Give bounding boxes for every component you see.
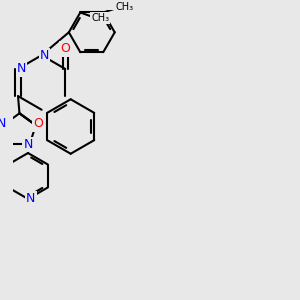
Text: N: N bbox=[26, 192, 35, 206]
Text: O: O bbox=[60, 42, 70, 55]
Text: N: N bbox=[17, 62, 26, 75]
Text: N: N bbox=[40, 49, 49, 62]
Text: N: N bbox=[23, 138, 33, 151]
Text: O: O bbox=[33, 117, 43, 130]
Text: CH₃: CH₃ bbox=[91, 13, 110, 22]
Text: CH₃: CH₃ bbox=[116, 2, 134, 12]
Text: N: N bbox=[0, 117, 6, 130]
